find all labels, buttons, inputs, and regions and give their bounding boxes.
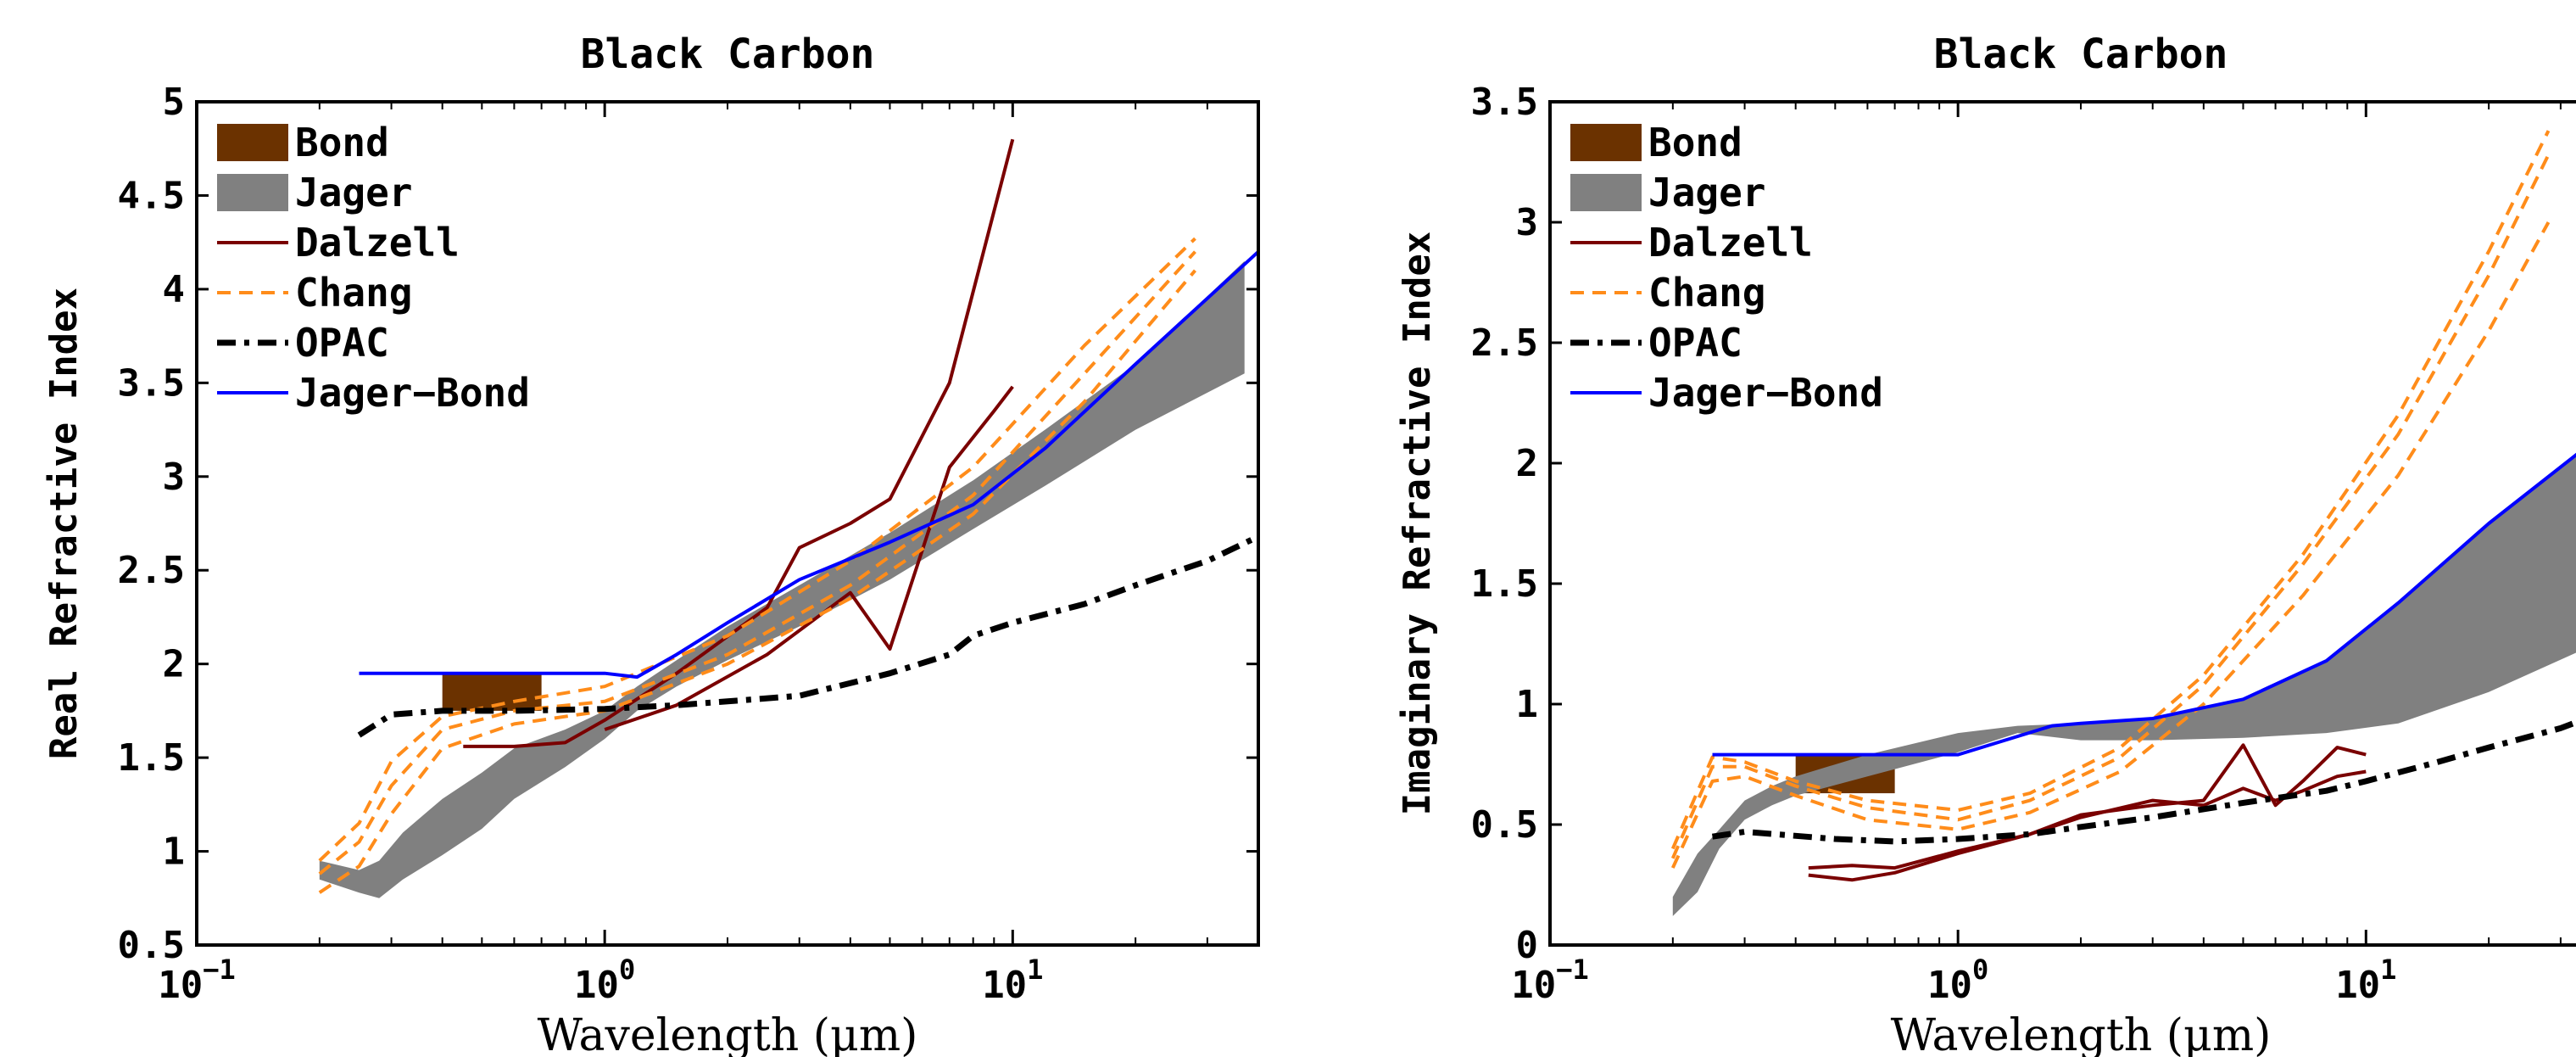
y-tick-label: 0.5 — [118, 924, 185, 967]
x-tick-label: 101 — [982, 954, 1043, 1007]
x-tick-label: 100 — [574, 954, 635, 1007]
axes: 0 0.5 1 1.5 2 2.5 3 3.5 10−1 100 101 — [1471, 81, 2576, 1007]
legend-label: Chang — [295, 270, 412, 316]
y-tick-label: 1 — [1516, 683, 1539, 726]
y-tick-label: 2.5 — [1471, 322, 1538, 365]
legend-item-chang: Chang — [1570, 270, 1765, 316]
y-tick-label: 3.5 — [118, 361, 185, 405]
legend-label: Jager — [1648, 170, 1765, 215]
series-jager-bond-line-1 — [1712, 452, 2576, 757]
x-axis-label: Wavelength (μm) — [1891, 1010, 2272, 1057]
y-axis-label: Real Refractive Index — [42, 288, 86, 759]
y-tick-label: 4.5 — [118, 174, 185, 217]
legend-label: Chang — [1648, 270, 1765, 316]
series-chang-line-2 — [1670, 154, 2551, 859]
series-chang-line-3 — [318, 237, 1196, 863]
y-tick-label: 4 — [163, 268, 186, 311]
x-tick-label: 101 — [2335, 954, 2396, 1007]
y-tick-label: 3 — [163, 456, 186, 499]
legend-item-bond: Bond — [217, 120, 389, 165]
legend-label: Dalzell — [1648, 220, 1813, 266]
y-tick-label: 0 — [1516, 924, 1539, 967]
series-jager-band — [1672, 455, 2576, 916]
legend-label: Jager — [295, 170, 412, 215]
legend-swatch — [1570, 124, 1642, 161]
series-chang-line-1 — [1670, 221, 2551, 869]
legend-item-bond: Bond — [1570, 120, 1742, 165]
legend-swatch — [217, 124, 288, 161]
legend-label: Jager−Bond — [295, 370, 530, 416]
legend-item-jager: Jager — [217, 170, 412, 215]
legend-item-jager-bond: Jager−Bond — [1570, 370, 1883, 416]
x-axis-label: Wavelength (μm) — [538, 1010, 918, 1057]
y-tick-label: 5 — [163, 81, 186, 124]
y-tick-label: 1 — [163, 830, 186, 874]
series-dalzell-line-1 — [463, 138, 1015, 748]
legend-item-opac: OPAC — [217, 320, 389, 366]
legend-label: Bond — [295, 120, 389, 165]
y-tick-label: 3 — [1516, 201, 1539, 244]
chart-title: Black Carbon — [581, 31, 875, 78]
legend-item-opac: OPAC — [1570, 320, 1742, 366]
series-chang-line-3 — [1670, 130, 2551, 850]
series-dalzell-line-1 — [1808, 769, 2367, 882]
y-tick-label: 3.5 — [1471, 81, 1538, 124]
x-tick-label: 10−1 — [1511, 954, 1589, 1007]
series-jager-bond-line-1 — [359, 250, 1258, 680]
y-tick-label: 0.5 — [1471, 803, 1538, 847]
series-opac-line-1 — [357, 534, 1258, 738]
legend-swatch — [217, 174, 288, 211]
series-chang-line-2 — [318, 250, 1196, 875]
legend-label: Bond — [1648, 120, 1742, 165]
x-tick-label: 100 — [1927, 954, 1988, 1007]
legend-label: OPAC — [295, 320, 389, 366]
legend-item-jager-bond: Jager−Bond — [217, 370, 530, 416]
y-tick-label: 1.5 — [1471, 562, 1538, 606]
series-jager-band — [319, 260, 1245, 898]
series-dalzell-line-2 — [1808, 743, 2367, 870]
legend-item-dalzell: Dalzell — [1570, 220, 1813, 266]
chart-title: Black Carbon — [1934, 31, 2228, 78]
legend-label: OPAC — [1648, 320, 1742, 366]
y-axis-label: Imaginary Refractive Index — [1396, 232, 1439, 816]
series-dalzell-line-2 — [604, 385, 1014, 731]
y-tick-label: 2 — [1516, 442, 1539, 485]
legend-item-chang: Chang — [217, 270, 412, 316]
legend-label: Jager−Bond — [1648, 370, 1883, 416]
plot-area — [1670, 130, 2576, 916]
legend-item-jager: Jager — [1570, 170, 1765, 215]
legend-item-dalzell: Dalzell — [217, 220, 460, 266]
plot-area — [318, 138, 1258, 898]
chart-panel-imaginary: Black Carbon 00.511.522.533.510−1 100 101 … — [1396, 31, 2576, 1057]
legend-label: Dalzell — [295, 220, 460, 266]
legend-swatch — [1570, 174, 1642, 211]
y-tick-label: 2.5 — [118, 549, 185, 592]
y-tick-label: 1.5 — [118, 736, 185, 780]
y-tick-label: 2 — [163, 643, 186, 686]
